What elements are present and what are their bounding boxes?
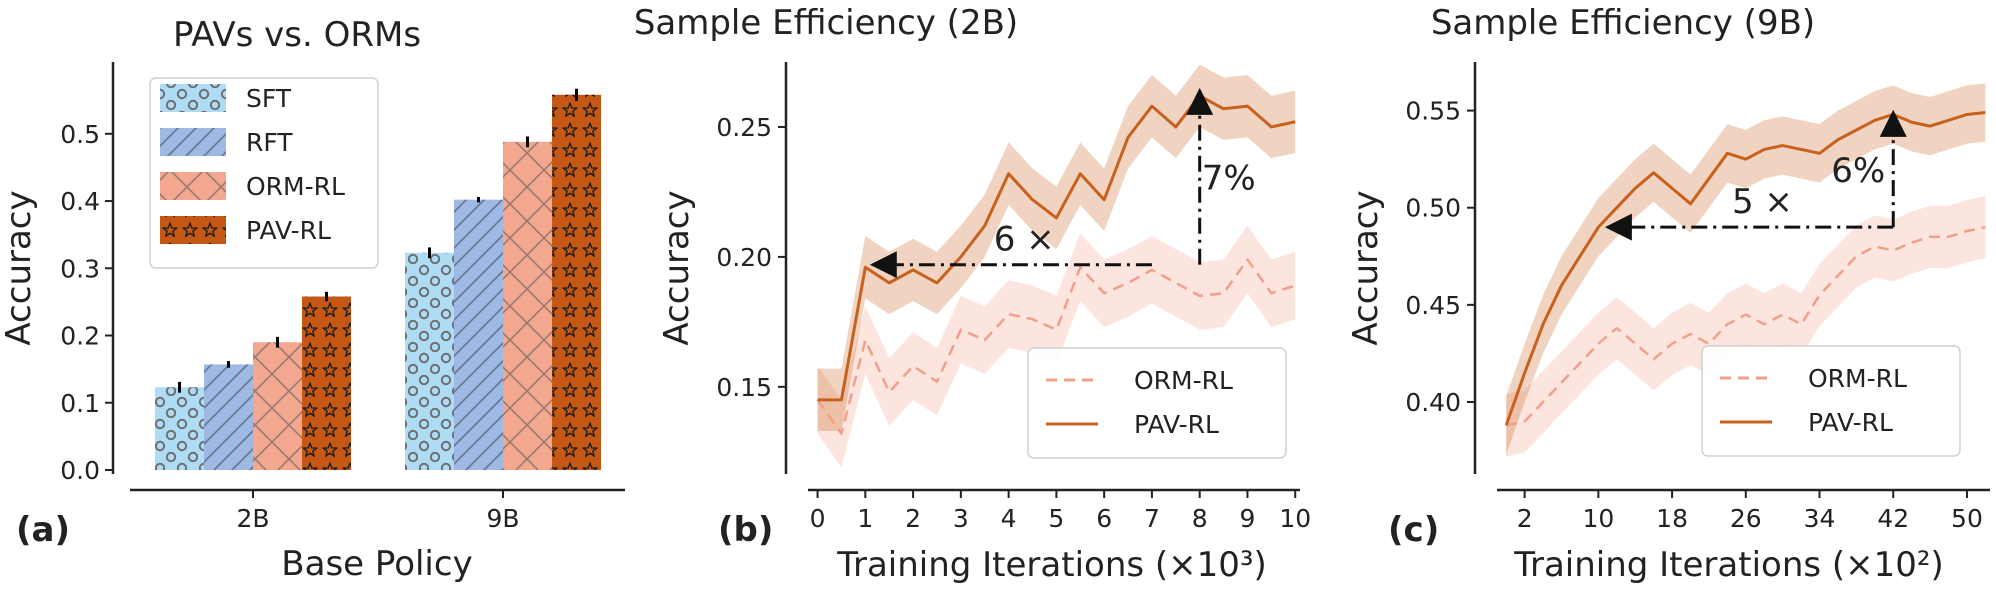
y-tick-label: 0.1 <box>60 389 100 418</box>
y-tick-label: 0.50 <box>1405 194 1461 223</box>
panel-c-x-ticks: 2 10 18 26 34 42 50 <box>1517 490 1983 533</box>
y-tick-label: 0.3 <box>60 254 100 283</box>
legend-label-orm-rl: ORM-RL <box>1808 364 1907 393</box>
panel-b-label: (b) <box>718 510 773 550</box>
x-tick-label: 7 <box>1144 504 1160 533</box>
x-tick-label: 50 <box>1951 504 1983 533</box>
bar-hatch <box>204 364 253 470</box>
series-line-orm-rl <box>816 258 1296 435</box>
x-tick-label: 2 <box>1517 504 1533 533</box>
bar-hatch <box>503 141 552 471</box>
y-tick-label: 0.4 <box>60 187 100 216</box>
legend-swatch-hatch <box>160 84 226 112</box>
x-tick-label: 10 <box>1582 504 1614 533</box>
panel-b-legend: ORM-RL PAV-RL <box>1027 347 1287 459</box>
legend-label-pav-rl: PAV-RL <box>246 216 331 245</box>
y-tick-label: 0.5 <box>60 120 100 149</box>
legend-swatch-hatch <box>160 128 226 156</box>
panel-a: PAVs vs. ORMs 0.0 0.1 0.2 0.3 0.4 0.5 2B 9B Ac… <box>0 15 625 584</box>
panel-c-legend: ORM-RL PAV-RL <box>1701 345 1961 457</box>
y-tick-label: 0.15 <box>716 373 772 402</box>
panel-a-xlabel: Base Policy <box>281 544 472 584</box>
panel-b-x-ticks: 0 1 2 3 4 5 6 7 8 9 10 <box>810 490 1311 533</box>
y-tick-label: 0.40 <box>1405 388 1461 417</box>
panel-c: Sample Efficiency (9B) 5 × 6% 0.40 0.45 0.5… <box>1346 3 1990 585</box>
bar-hatch <box>405 252 454 470</box>
bar-hatch <box>454 199 503 471</box>
panel-c-label: (c) <box>1388 510 1439 550</box>
panel-a-x-ticks: 2B 9B <box>236 490 520 533</box>
x-tick-label: 42 <box>1877 504 1909 533</box>
panel-a-ylabel: Accuracy <box>0 190 39 345</box>
x-tick-label: 2 <box>905 504 921 533</box>
x-tick-label: 1 <box>857 504 873 533</box>
y-tick-label: 0.25 <box>716 113 772 142</box>
legend-label-pav-rl: PAV-RL <box>1134 410 1219 439</box>
x-tick-label: 3 <box>953 504 969 533</box>
y-tick-label: 0.0 <box>60 456 100 485</box>
panel-b: Sample Efficiency (2B) 6 × 7% 0.15 0.20 0.2… <box>634 3 1311 585</box>
x-tick-label: 0 <box>810 504 826 533</box>
panel-c-title: Sample Efficiency (9B) <box>1431 3 1815 43</box>
legend-frame <box>1701 345 1961 457</box>
y-tick-label: 0.45 <box>1405 291 1461 320</box>
annotation-label: 6 × <box>994 220 1055 260</box>
x-tick-label: 10 <box>1279 504 1311 533</box>
panel-b-ylabel: Accuracy <box>657 190 697 345</box>
annotation-label: 7% <box>1202 159 1256 199</box>
confidence-band-orm-rl <box>1506 196 1986 457</box>
legend-frame <box>1027 347 1287 459</box>
y-tick-label: 0.55 <box>1405 97 1461 126</box>
x-tick-label: 5 <box>1048 504 1064 533</box>
legend-label-orm-rl: ORM-RL <box>1134 366 1233 395</box>
annotation-label: 5 × <box>1732 182 1793 222</box>
x-tick-label: 9B <box>486 504 519 533</box>
x-tick-label: 4 <box>1001 504 1017 533</box>
panel-b-y-ticks: 0.15 0.20 0.25 <box>716 113 786 402</box>
legend-label-pav-rl: PAV-RL <box>1808 408 1893 437</box>
series-line-pav-rl <box>817 94 1296 402</box>
x-tick-label: 6 <box>1096 504 1112 533</box>
x-tick-label: 34 <box>1804 504 1836 533</box>
y-tick-label: 0.20 <box>716 243 772 272</box>
bar-hatch <box>302 296 351 470</box>
panel-a-title: PAVs vs. ORMs <box>173 15 421 55</box>
confidence-band-pav-rl <box>1506 83 1986 455</box>
confidence-band-orm-rl <box>817 225 1296 468</box>
annotation-label: 6% <box>1831 151 1885 191</box>
legend-swatch-hatch <box>160 172 226 200</box>
x-tick-label: 18 <box>1656 504 1688 533</box>
legend-label-rft: RFT <box>246 128 293 157</box>
panel-a-bars <box>155 88 601 471</box>
confidence-band-pav-rl <box>817 64 1296 432</box>
panel-c-ylabel: Accuracy <box>1346 190 1386 345</box>
y-tick-label: 0.2 <box>60 322 100 351</box>
panel-b-title: Sample Efficiency (2B) <box>634 3 1018 43</box>
panel-a-label: (a) <box>16 510 70 550</box>
legend-label-orm-rl: ORM-RL <box>246 172 345 201</box>
legend-swatch-hatch <box>160 216 226 244</box>
legend-label-sft: SFT <box>246 84 292 113</box>
x-tick-label: 8 <box>1192 504 1208 533</box>
panel-a-y-ticks: 0.0 0.1 0.2 0.3 0.4 0.5 <box>60 120 113 485</box>
bar-hatch <box>155 387 204 470</box>
panel-a-legend: SFT RFT ORM-RL PAV-RL <box>149 77 379 269</box>
panel-c-y-ticks: 0.40 0.45 0.50 0.55 <box>1405 97 1475 417</box>
x-tick-label: 9 <box>1240 504 1256 533</box>
x-tick-label: 2B <box>236 504 269 533</box>
series-line-orm-rl <box>1505 225 1986 427</box>
bar-hatch <box>253 342 302 470</box>
panel-b-xlabel: Training Iterations (×10³) <box>836 545 1267 585</box>
panel-c-xlabel: Training Iterations (×10²) <box>1513 545 1944 585</box>
bar-hatch <box>552 94 601 471</box>
x-tick-label: 26 <box>1730 504 1762 533</box>
